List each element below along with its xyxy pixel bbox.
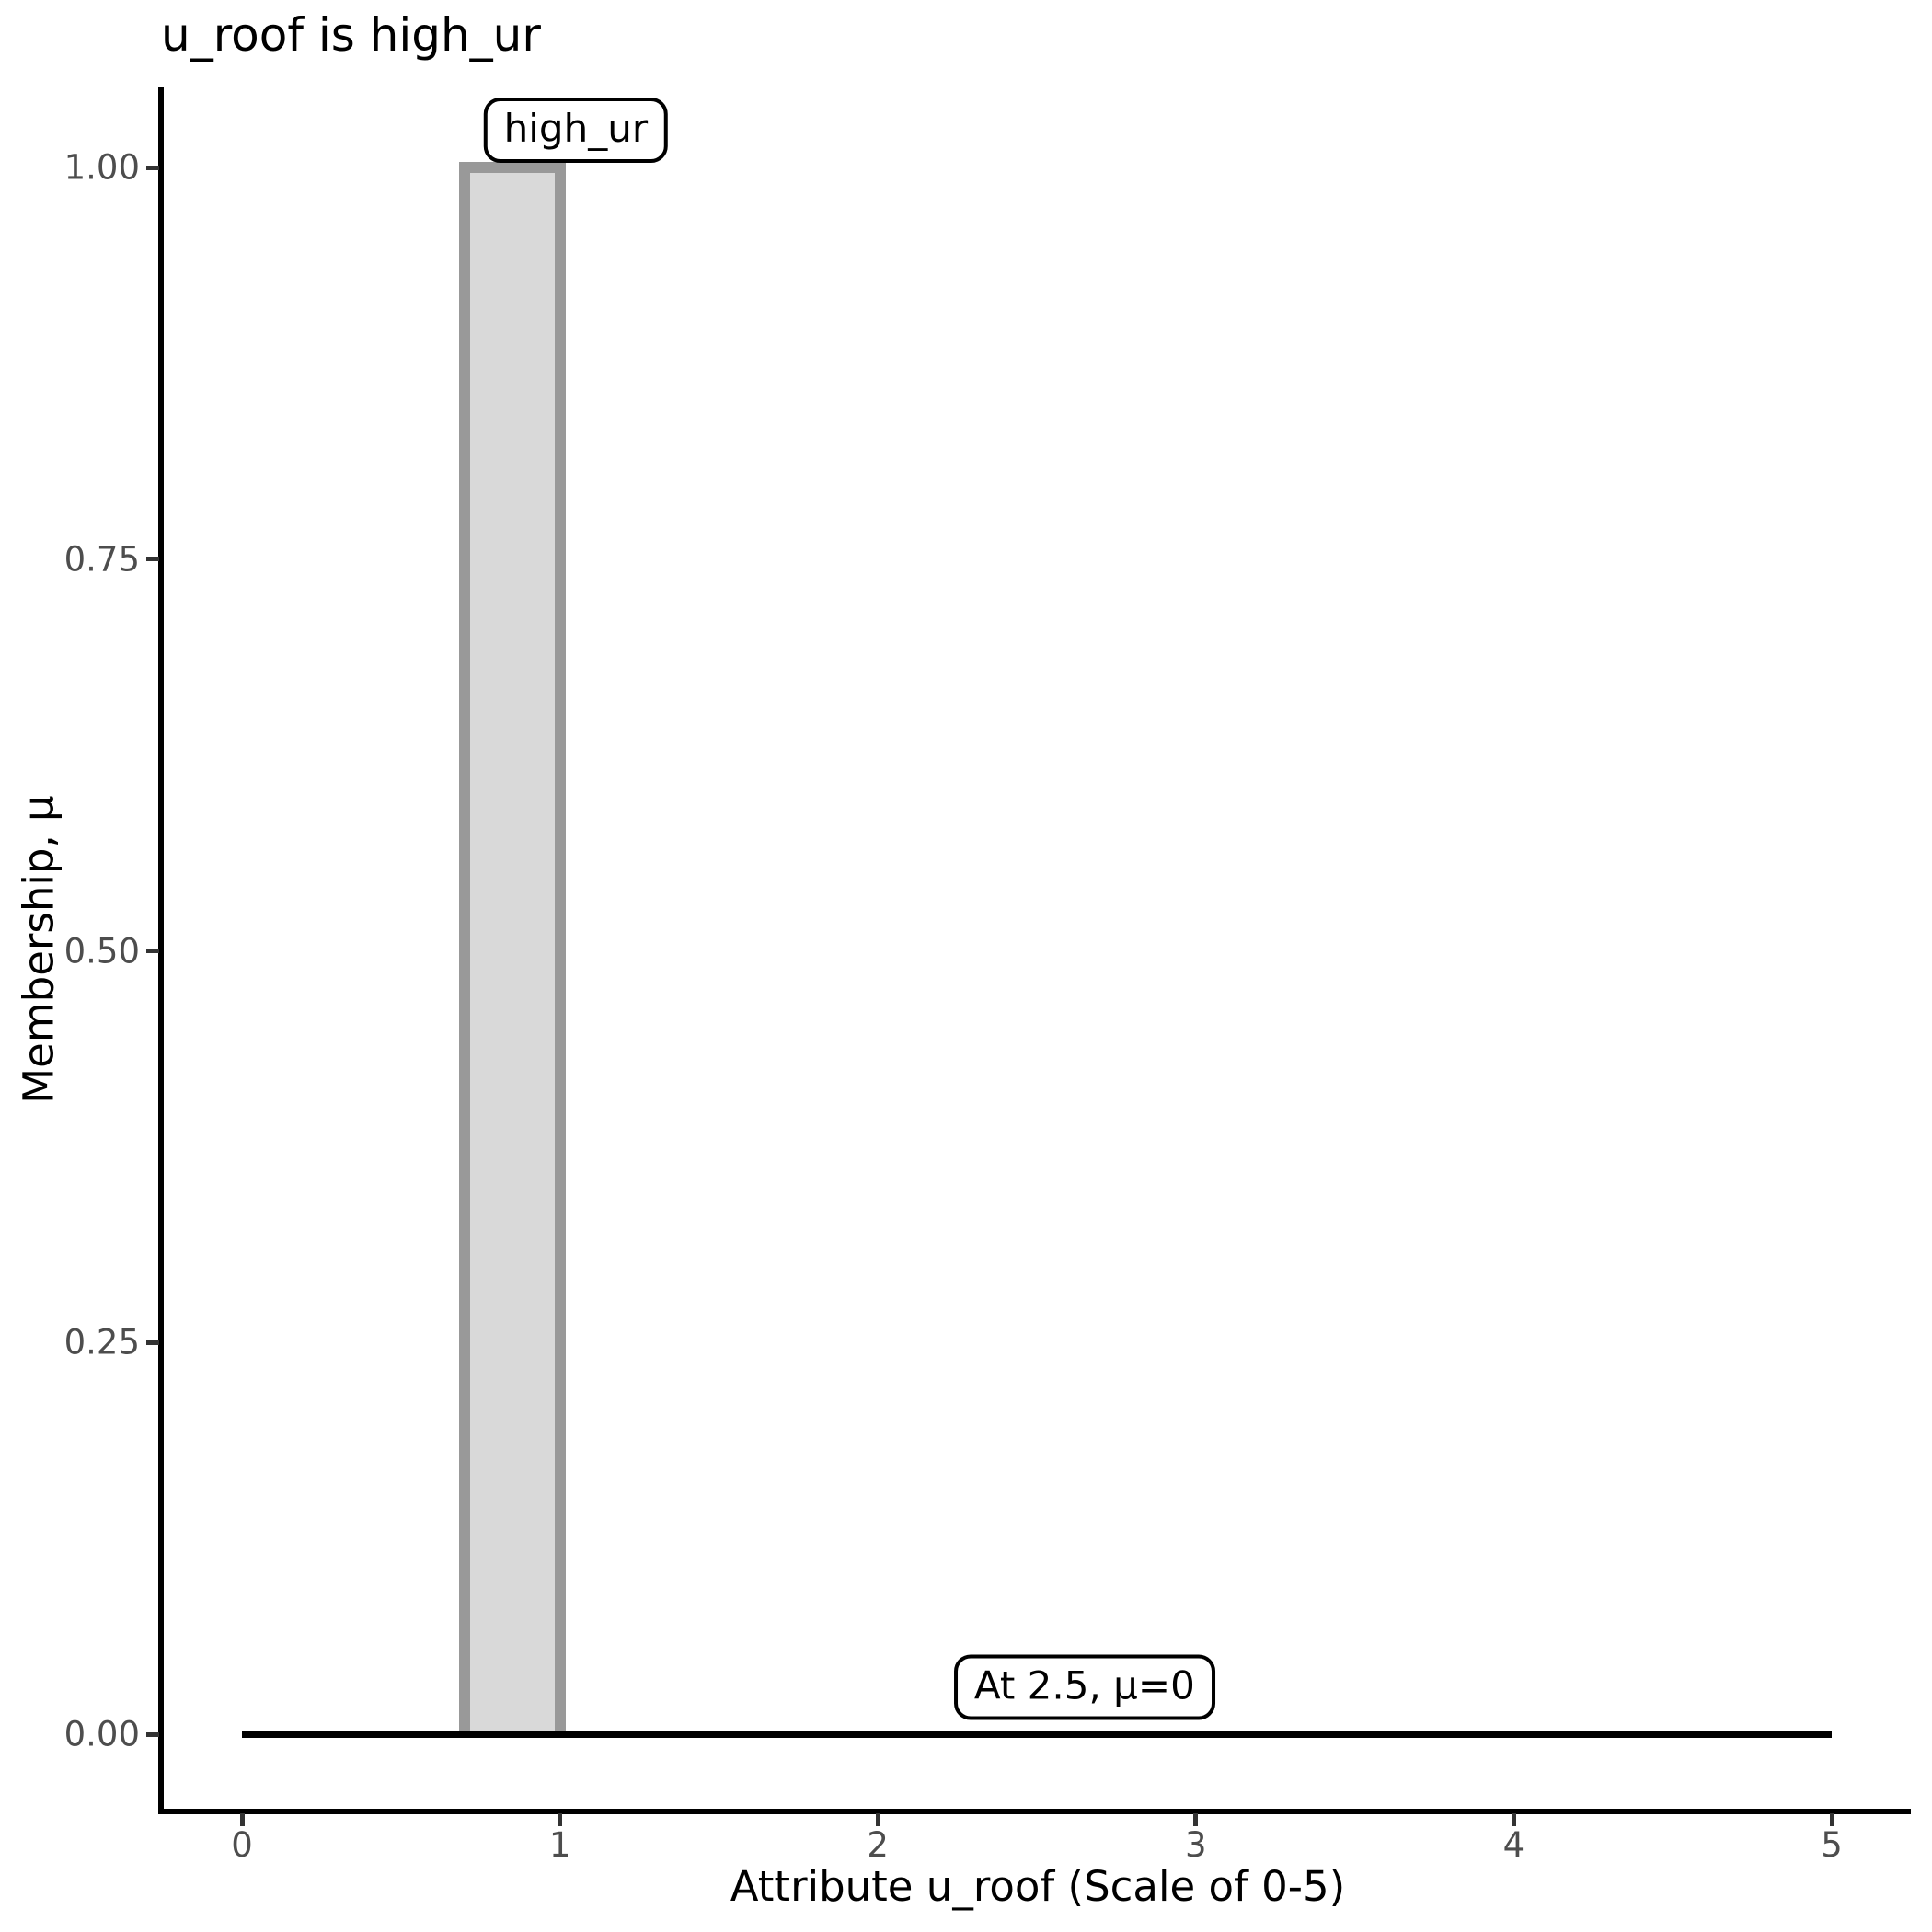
- zero-baseline: [242, 1731, 1832, 1738]
- x-axis-title: Attribute u_roof (Scale of 0-5): [730, 1862, 1346, 1911]
- x-tick-mark: [1829, 1813, 1834, 1826]
- y-axis-line: [158, 87, 164, 1814]
- y-tick-mark: [146, 557, 159, 562]
- x-axis-line: [158, 1809, 1911, 1814]
- x-tick-label: 2: [867, 1825, 889, 1865]
- x-tick-mark: [1193, 1813, 1199, 1826]
- x-tick-label: 4: [1502, 1825, 1525, 1865]
- annotation-label-box: At 2.5, μ=0: [953, 1654, 1215, 1720]
- x-tick-mark: [239, 1813, 245, 1826]
- set-label-box: high_ur: [483, 98, 669, 163]
- x-tick-label: 0: [231, 1825, 253, 1865]
- x-tick-mark: [1511, 1813, 1516, 1826]
- y-tick-label: 0.00: [63, 1714, 140, 1754]
- y-tick-label: 1.00: [63, 147, 140, 188]
- y-tick-mark: [146, 165, 159, 170]
- y-tick-label: 0.75: [63, 539, 140, 580]
- x-tick-mark: [558, 1813, 563, 1826]
- x-tick-label: 3: [1185, 1825, 1207, 1865]
- chart-title: u_roof is high_ur: [161, 8, 541, 62]
- x-tick-mark: [875, 1813, 880, 1826]
- x-tick-label: 5: [1821, 1825, 1843, 1865]
- y-tick-mark: [146, 1731, 159, 1737]
- membership-bar: [458, 162, 566, 1738]
- y-tick-mark: [146, 949, 159, 953]
- y-tick-label: 0.50: [63, 931, 140, 971]
- y-tick-label: 0.25: [63, 1322, 140, 1363]
- x-tick-label: 1: [548, 1825, 571, 1865]
- y-tick-mark: [146, 1340, 159, 1345]
